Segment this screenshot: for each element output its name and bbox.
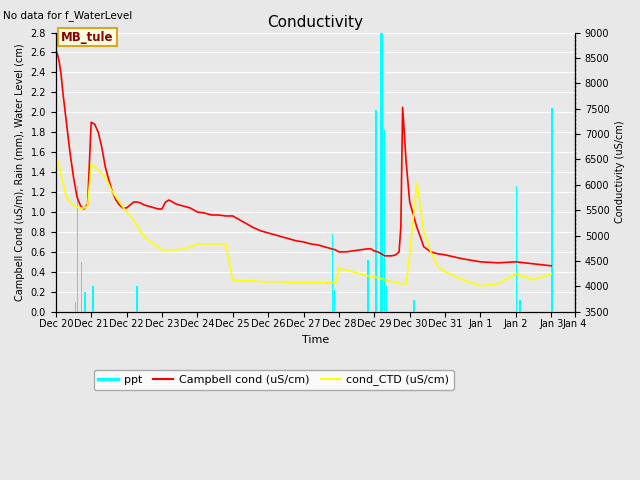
Bar: [84, 292, 86, 312]
Bar: [332, 234, 333, 312]
Bar: [381, 33, 383, 312]
X-axis label: Time: Time: [301, 335, 329, 345]
Bar: [74, 302, 76, 312]
Y-axis label: Campbell Cond (uS/m), Rain (mm), Water Level (cm): Campbell Cond (uS/m), Rain (mm), Water L…: [15, 43, 25, 301]
Bar: [81, 262, 82, 312]
Title: Conductivity: Conductivity: [268, 15, 364, 30]
Text: MB_tule: MB_tule: [61, 31, 113, 44]
Bar: [383, 130, 385, 312]
Bar: [551, 108, 553, 312]
Bar: [92, 286, 93, 312]
Text: No data for f_WaterLevel: No data for f_WaterLevel: [3, 10, 132, 21]
Y-axis label: Conductivity (uS/cm): Conductivity (uS/cm): [615, 121, 625, 223]
Legend: ppt, Campbell cond (uS/cm), cond_CTD (uS/cm): ppt, Campbell cond (uS/cm), cond_CTD (uS…: [94, 370, 454, 390]
Bar: [55, 237, 56, 312]
Bar: [136, 286, 138, 312]
Bar: [413, 300, 415, 312]
Bar: [516, 186, 517, 312]
Bar: [380, 33, 381, 312]
Bar: [386, 286, 387, 312]
Bar: [520, 300, 521, 312]
Bar: [367, 260, 369, 312]
Bar: [334, 290, 335, 312]
Bar: [77, 186, 79, 312]
Bar: [376, 110, 377, 312]
